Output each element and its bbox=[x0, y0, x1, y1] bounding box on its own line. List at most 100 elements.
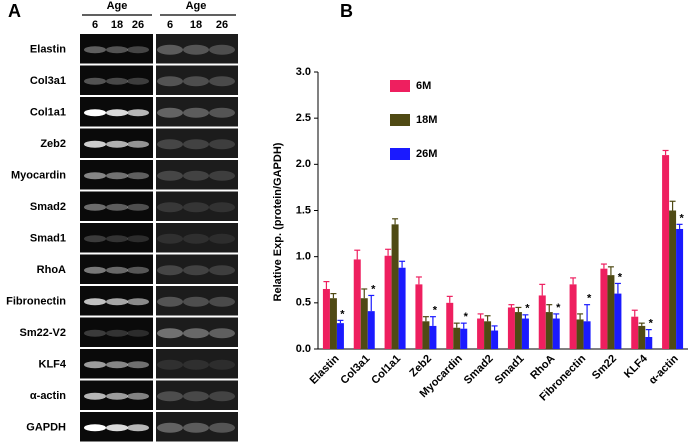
gel-band bbox=[127, 235, 149, 243]
gel-band bbox=[157, 76, 183, 87]
bar bbox=[576, 319, 584, 349]
gel-band bbox=[127, 109, 149, 117]
significance: * bbox=[649, 318, 654, 330]
row-label: GAPDH bbox=[26, 422, 66, 434]
bar bbox=[367, 311, 375, 349]
gel-band bbox=[209, 139, 235, 150]
gel-band bbox=[209, 422, 235, 433]
gel-right bbox=[156, 128, 238, 158]
x-tick-label: Smad2 bbox=[462, 353, 496, 387]
row-label: Fibronectin bbox=[6, 296, 66, 308]
x-tick-label: Zeb2 bbox=[407, 353, 434, 380]
x-tick-label: Smad1 bbox=[493, 353, 527, 387]
gel-band bbox=[209, 265, 235, 276]
gel-band bbox=[84, 140, 106, 148]
gel-band bbox=[106, 329, 128, 337]
gel-left bbox=[80, 317, 153, 347]
bar bbox=[507, 307, 515, 349]
significance: * bbox=[587, 293, 592, 305]
gel-band bbox=[183, 265, 209, 276]
gel-band bbox=[106, 46, 128, 54]
gel-right bbox=[156, 286, 238, 316]
bar bbox=[583, 321, 591, 349]
gel-band bbox=[157, 107, 183, 118]
gel-band bbox=[209, 44, 235, 55]
gel-band bbox=[157, 202, 183, 213]
gel-band bbox=[157, 44, 183, 55]
gel-band bbox=[209, 202, 235, 213]
y-axis-label: Relative Exp. (protein/GAPDH) bbox=[272, 142, 284, 301]
gel-band bbox=[84, 203, 106, 211]
gel-band bbox=[84, 329, 106, 337]
gel-band bbox=[84, 77, 106, 85]
gel-band bbox=[209, 296, 235, 307]
gel-band bbox=[127, 424, 149, 432]
bar bbox=[460, 328, 468, 349]
y-tick-label: 1.0 bbox=[296, 251, 311, 263]
gel-band bbox=[84, 109, 106, 117]
gel-band bbox=[209, 107, 235, 118]
x-tick-label: Sm22 bbox=[590, 353, 619, 382]
row-label: RhoA bbox=[37, 264, 66, 276]
bar bbox=[614, 293, 622, 349]
gel-band bbox=[183, 44, 209, 55]
gel-band bbox=[127, 298, 149, 306]
gel-band bbox=[106, 140, 128, 148]
row-label: Sm22-V2 bbox=[20, 327, 66, 339]
gel-right bbox=[156, 254, 238, 284]
age-label: 6 bbox=[92, 19, 98, 31]
bar bbox=[521, 318, 529, 349]
bar bbox=[662, 155, 670, 349]
gel-left bbox=[80, 223, 153, 253]
x-tick-label: KLF4 bbox=[622, 352, 651, 381]
gel-band bbox=[183, 202, 209, 213]
bar bbox=[676, 228, 684, 349]
gel-band bbox=[183, 139, 209, 150]
gel-band bbox=[209, 391, 235, 402]
gel-band bbox=[106, 109, 128, 117]
gel-band bbox=[209, 359, 235, 370]
gel-right bbox=[156, 191, 238, 221]
gel-band bbox=[127, 46, 149, 54]
significance: * bbox=[525, 303, 530, 315]
gel-band bbox=[157, 296, 183, 307]
age-header: Age bbox=[186, 0, 207, 12]
gel-band bbox=[127, 329, 149, 337]
x-tick-label: Col3a1 bbox=[338, 353, 372, 387]
bar bbox=[477, 318, 485, 349]
gel-band bbox=[157, 139, 183, 150]
gel-band bbox=[157, 170, 183, 181]
gel-left bbox=[80, 65, 153, 95]
gel-band bbox=[157, 265, 183, 276]
legend-label: 26M bbox=[416, 148, 437, 160]
legend-swatch bbox=[390, 80, 410, 92]
gel-band bbox=[84, 424, 106, 432]
bar bbox=[391, 224, 399, 349]
gel-right bbox=[156, 223, 238, 253]
significance: * bbox=[433, 305, 438, 317]
bar bbox=[353, 259, 361, 349]
age-label: 26 bbox=[216, 19, 228, 31]
gel-band bbox=[157, 359, 183, 370]
gel-band bbox=[183, 170, 209, 181]
y-tick-label: 3.0 bbox=[296, 66, 311, 78]
gel-right bbox=[156, 349, 238, 379]
bar bbox=[329, 298, 337, 349]
gel-band bbox=[127, 266, 149, 274]
gel-band bbox=[106, 361, 128, 369]
bar bbox=[514, 312, 522, 349]
bar bbox=[552, 318, 560, 349]
row-label: Col3a1 bbox=[30, 75, 66, 87]
gel-right bbox=[156, 160, 238, 190]
gel-band bbox=[84, 46, 106, 54]
gel-band bbox=[106, 298, 128, 306]
bar bbox=[336, 323, 344, 349]
x-tick-label: RhoA bbox=[528, 353, 557, 382]
gel-band bbox=[209, 170, 235, 181]
significance: * bbox=[371, 283, 376, 295]
bar bbox=[422, 321, 430, 349]
bar bbox=[360, 298, 368, 349]
gel-band bbox=[127, 203, 149, 211]
gel-left bbox=[80, 254, 153, 284]
